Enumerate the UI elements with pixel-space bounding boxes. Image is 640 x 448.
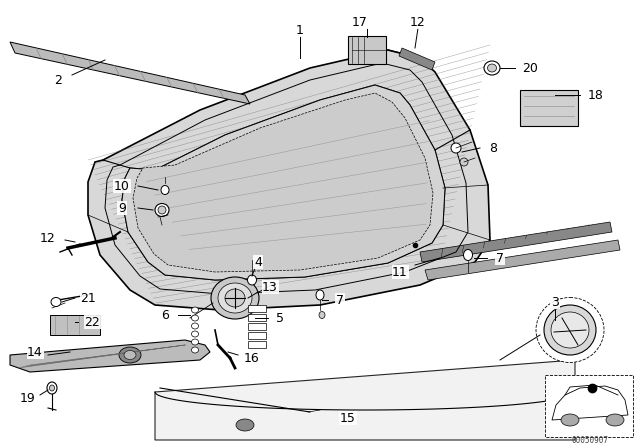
Bar: [545, 375, 633, 437]
Ellipse shape: [191, 347, 198, 353]
Ellipse shape: [451, 143, 461, 153]
Text: 14: 14: [27, 345, 43, 358]
Bar: [248, 332, 266, 339]
Text: 10: 10: [114, 180, 130, 193]
Text: 4: 4: [254, 255, 262, 268]
Ellipse shape: [236, 419, 254, 431]
Polygon shape: [425, 240, 620, 280]
Ellipse shape: [51, 297, 61, 306]
Text: 2: 2: [54, 73, 62, 86]
Text: 21: 21: [80, 292, 96, 305]
Ellipse shape: [225, 289, 245, 307]
Ellipse shape: [191, 315, 198, 321]
Text: 18: 18: [588, 89, 604, 102]
Ellipse shape: [191, 331, 198, 337]
Ellipse shape: [544, 305, 596, 355]
Ellipse shape: [463, 250, 472, 260]
Text: 7: 7: [496, 251, 504, 264]
Ellipse shape: [124, 350, 136, 359]
Text: 1: 1: [296, 23, 304, 36]
Text: 12: 12: [410, 16, 426, 29]
Text: 15: 15: [340, 412, 356, 425]
Ellipse shape: [316, 290, 324, 300]
Text: 13: 13: [262, 280, 278, 293]
Ellipse shape: [248, 275, 257, 285]
Bar: [50, 315, 100, 335]
Text: 19: 19: [20, 392, 36, 405]
Bar: [248, 314, 266, 321]
Text: 7: 7: [336, 293, 344, 306]
Ellipse shape: [488, 64, 497, 72]
Ellipse shape: [119, 347, 141, 363]
Ellipse shape: [460, 158, 468, 166]
Polygon shape: [88, 50, 490, 310]
Polygon shape: [155, 360, 575, 440]
Text: 22: 22: [84, 315, 100, 328]
Ellipse shape: [484, 61, 500, 75]
Polygon shape: [420, 222, 612, 262]
Ellipse shape: [155, 203, 169, 216]
Polygon shape: [122, 85, 445, 280]
Bar: [248, 341, 266, 348]
Text: 9: 9: [118, 202, 126, 215]
Ellipse shape: [191, 323, 198, 329]
Bar: [348, 36, 386, 64]
Text: 12: 12: [40, 232, 56, 245]
Bar: [520, 90, 578, 126]
Ellipse shape: [319, 311, 325, 319]
Ellipse shape: [49, 385, 54, 391]
Ellipse shape: [191, 339, 198, 345]
Ellipse shape: [211, 277, 259, 319]
Ellipse shape: [47, 382, 57, 394]
Text: 8: 8: [489, 142, 497, 155]
Polygon shape: [122, 85, 445, 280]
Text: 17: 17: [352, 16, 368, 29]
Text: 3: 3: [551, 296, 559, 309]
Polygon shape: [552, 386, 628, 420]
Text: 16: 16: [244, 352, 260, 365]
Text: 6: 6: [161, 309, 169, 322]
Text: 11: 11: [392, 266, 408, 279]
Ellipse shape: [218, 283, 252, 313]
Polygon shape: [399, 48, 435, 70]
Text: 5: 5: [276, 311, 284, 324]
Ellipse shape: [536, 297, 604, 362]
Text: 20: 20: [522, 61, 538, 74]
Ellipse shape: [161, 185, 169, 194]
Ellipse shape: [606, 414, 624, 426]
Ellipse shape: [551, 312, 589, 348]
Polygon shape: [133, 93, 433, 272]
Bar: [248, 323, 266, 330]
Polygon shape: [10, 340, 210, 372]
Bar: [248, 305, 266, 312]
Polygon shape: [10, 42, 250, 104]
Text: 00050907: 00050907: [572, 435, 609, 444]
Ellipse shape: [191, 307, 198, 313]
Ellipse shape: [561, 414, 579, 426]
Ellipse shape: [158, 206, 166, 214]
